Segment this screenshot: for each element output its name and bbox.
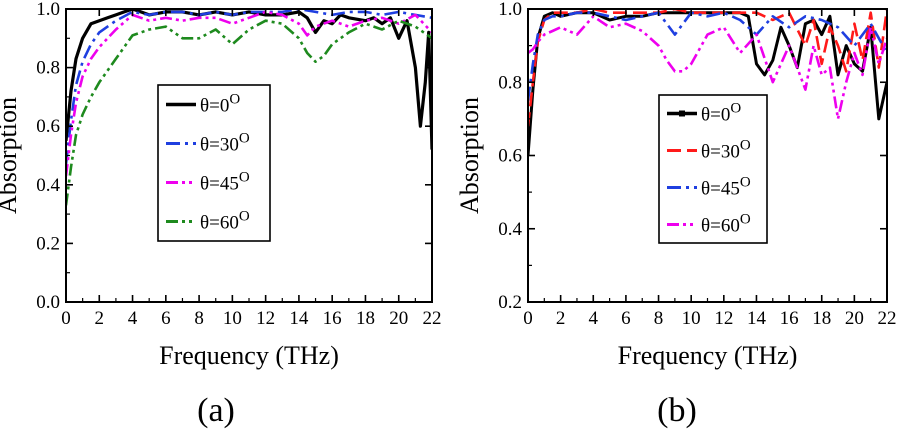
legend-superscript: O xyxy=(740,175,751,191)
x-tick-label: 8 xyxy=(194,308,204,329)
x-tick-label: 14 xyxy=(747,308,767,329)
legend-superscript: O xyxy=(730,101,741,117)
legend-superscript: O xyxy=(239,209,250,225)
x-tick-label: 14 xyxy=(289,308,309,329)
x-tick-label: 2 xyxy=(556,308,566,329)
legend-entry-3: θ=60O xyxy=(200,209,250,234)
series-line-1 xyxy=(66,9,432,165)
legend-superscript: O xyxy=(740,138,751,154)
y-tick-label: 1.0 xyxy=(498,0,522,20)
x-tick-label: 0 xyxy=(523,308,533,329)
series-line-3 xyxy=(66,19,432,206)
x-tick-label: 10 xyxy=(682,308,701,329)
x-axis-label: Frequency (THz) xyxy=(159,341,339,370)
legend-marker xyxy=(679,110,685,117)
x-tick-label: 4 xyxy=(589,308,599,329)
panel-label: (a) xyxy=(197,392,235,429)
legend-superscript: O xyxy=(740,212,751,228)
x-tick-label: 8 xyxy=(654,308,664,329)
x-tick-label: 18 xyxy=(812,308,831,329)
series-line-0 xyxy=(66,9,432,150)
panel-label: (b) xyxy=(657,392,697,429)
y-tick-label: 0.6 xyxy=(498,146,522,167)
series-line-2 xyxy=(66,10,432,177)
x-tick-label: 16 xyxy=(780,308,799,329)
y-tick-label: 0.6 xyxy=(36,116,60,137)
x-tick-label: 4 xyxy=(128,308,138,329)
x-tick-label: 18 xyxy=(356,308,375,329)
y-tick-label: 0.0 xyxy=(36,292,60,313)
series-line-3 xyxy=(528,14,887,121)
y-axis-label: Absorption xyxy=(455,97,484,214)
x-tick-label: 22 xyxy=(423,308,442,329)
y-tick-label: 1.0 xyxy=(36,0,60,20)
chart-panel-b: 0 2 4 6 8 10 12 14 16 18 20 22 0.2 0.4 0.6 0.8 1.0 Freque… xyxy=(455,0,897,429)
y-tick-label: 0.2 xyxy=(498,292,522,313)
x-tick-label: 0 xyxy=(61,308,71,329)
x-tick-label: 6 xyxy=(621,308,631,329)
x-tick-label: 20 xyxy=(389,308,408,329)
x-tick-label: 6 xyxy=(161,308,171,329)
legend-superscript: O xyxy=(239,170,250,186)
x-tick-label: 16 xyxy=(323,308,342,329)
y-tick-label: 0.8 xyxy=(36,58,60,79)
x-tick-label: 12 xyxy=(714,308,733,329)
x-tick-label: 20 xyxy=(845,308,864,329)
y-axis-label: Absorption xyxy=(0,97,22,214)
x-tick-label: 10 xyxy=(223,308,242,329)
x-tick-label: 12 xyxy=(256,308,275,329)
y-tick-label: 0.4 xyxy=(498,219,522,240)
y-tick-label: 0.2 xyxy=(36,233,60,254)
x-tick-label: 22 xyxy=(878,308,897,329)
x-tick-label: 2 xyxy=(95,308,105,329)
series-line-2 xyxy=(528,11,887,101)
chart-panel-a: 0 2 4 6 8 10 12 14 16 18 20 22 0.0 0.2 0.4 0.6 0.8 1.0 Fre… xyxy=(0,0,442,429)
legend-box xyxy=(658,94,768,244)
y-tick-label: 0.8 xyxy=(498,72,522,93)
legend-superscript: O xyxy=(239,131,250,147)
y-tick-label: 0.4 xyxy=(36,175,60,196)
legend-superscript: O xyxy=(229,92,240,108)
legend-box xyxy=(157,84,271,242)
x-axis-label: Frequency (THz) xyxy=(618,341,798,370)
